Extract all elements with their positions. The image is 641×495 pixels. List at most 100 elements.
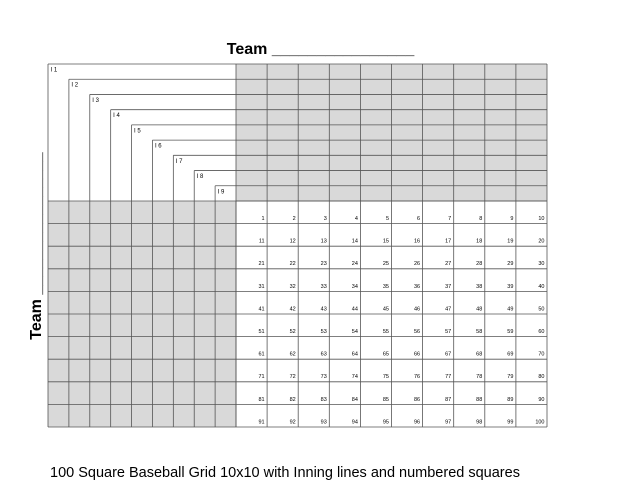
- square-number: 87: [445, 397, 451, 403]
- square-number: 91: [258, 419, 264, 425]
- square-number: 32: [290, 284, 296, 290]
- square-number: 66: [414, 352, 420, 358]
- square-number: 77: [445, 374, 451, 380]
- square-number: 72: [290, 374, 296, 380]
- inning-label: I 4: [113, 113, 120, 119]
- square-number: 8: [479, 216, 482, 222]
- square-number: 65: [383, 352, 389, 358]
- square-number: 41: [258, 306, 264, 312]
- square-number: 30: [538, 261, 544, 267]
- square-number: 71: [258, 374, 264, 380]
- square-number: 57: [445, 329, 451, 335]
- square-number: 69: [507, 352, 513, 358]
- square-number: 3: [324, 216, 327, 222]
- square-number: 83: [321, 397, 327, 403]
- square-number: 50: [538, 306, 544, 312]
- square-number: 26: [414, 261, 420, 267]
- square-number: 22: [290, 261, 296, 267]
- square-number: 27: [445, 261, 451, 267]
- square-number: 39: [507, 284, 513, 290]
- square-number: 11: [259, 239, 265, 245]
- square-number: 19: [507, 239, 513, 245]
- inning-label: I 2: [71, 83, 78, 89]
- square-number: 58: [476, 329, 482, 335]
- square-number: 67: [445, 352, 451, 358]
- square-number: 79: [507, 374, 513, 380]
- square-number: 7: [448, 216, 451, 222]
- square-number: 75: [383, 374, 389, 380]
- square-number: 61: [258, 352, 264, 358]
- square-number: 29: [507, 261, 513, 267]
- square-number: 9: [510, 216, 513, 222]
- square-number: 78: [476, 374, 482, 380]
- square-number: 10: [538, 216, 544, 222]
- square-number: 74: [352, 374, 358, 380]
- square-number: 63: [321, 352, 327, 358]
- square-number: 42: [290, 306, 296, 312]
- square-number: 54: [352, 329, 358, 335]
- inning-label: I 9: [218, 189, 225, 195]
- square-number: 5: [386, 216, 389, 222]
- square-number: 34: [352, 284, 358, 290]
- square-number: 97: [445, 419, 451, 425]
- square-number: 38: [476, 284, 482, 290]
- inning-label: I 5: [134, 128, 141, 134]
- top-team-title: Team ________________: [226, 41, 415, 58]
- square-number: 70: [538, 352, 544, 358]
- square-number: 23: [321, 261, 327, 267]
- square-number: 40: [538, 284, 544, 290]
- square-number: 37: [445, 284, 451, 290]
- square-number: 24: [352, 261, 358, 267]
- square-number: 64: [352, 352, 358, 358]
- square-number: 68: [476, 352, 482, 358]
- square-number: 44: [352, 306, 358, 312]
- inning-label: I 8: [197, 174, 204, 180]
- square-number: 36: [414, 284, 420, 290]
- square-number: 53: [321, 329, 327, 335]
- square-number: 35: [383, 284, 389, 290]
- square-number: 51: [258, 329, 264, 335]
- square-number: 80: [538, 374, 544, 380]
- square-number: 46: [414, 306, 420, 312]
- square-number: 45: [383, 306, 389, 312]
- square-number: 98: [476, 419, 482, 425]
- square-number: 81: [258, 397, 264, 403]
- square-number: 76: [414, 374, 420, 380]
- square-number: 18: [476, 239, 482, 245]
- square-number: 17: [445, 239, 451, 245]
- square-number: 96: [414, 419, 420, 425]
- square-number: 48: [476, 306, 482, 312]
- square-number: 60: [538, 329, 544, 335]
- square-number: 88: [476, 397, 482, 403]
- square-number: 49: [507, 306, 513, 312]
- square-number: 82: [290, 397, 296, 403]
- square-number: 14: [352, 239, 358, 245]
- square-number: 6: [417, 216, 420, 222]
- square-number: 100: [535, 419, 544, 425]
- square-number: 15: [383, 239, 389, 245]
- square-number: 28: [476, 261, 482, 267]
- square-number: 94: [352, 419, 358, 425]
- square-number: 21: [258, 261, 264, 267]
- square-number: 85: [383, 397, 389, 403]
- square-number: 95: [383, 419, 389, 425]
- square-number: 52: [290, 329, 296, 335]
- square-number: 4: [355, 216, 358, 222]
- square-number: 90: [538, 397, 544, 403]
- inning-label: I 6: [155, 144, 162, 150]
- square-number: 73: [321, 374, 327, 380]
- square-number: 55: [383, 329, 389, 335]
- square-number: 92: [290, 419, 296, 425]
- grid-caption: 100 Square Baseball Grid 10x10 with Inni…: [50, 465, 520, 481]
- square-number: 86: [414, 397, 420, 403]
- square-number: 16: [414, 239, 420, 245]
- square-number: 59: [507, 329, 513, 335]
- inning-label: I 7: [176, 159, 183, 165]
- square-number: 25: [383, 261, 389, 267]
- square-number: 62: [290, 352, 296, 358]
- square-number: 99: [507, 419, 513, 425]
- square-number: 47: [445, 306, 451, 312]
- square-number: 31: [258, 284, 264, 290]
- square-number: 20: [538, 239, 544, 245]
